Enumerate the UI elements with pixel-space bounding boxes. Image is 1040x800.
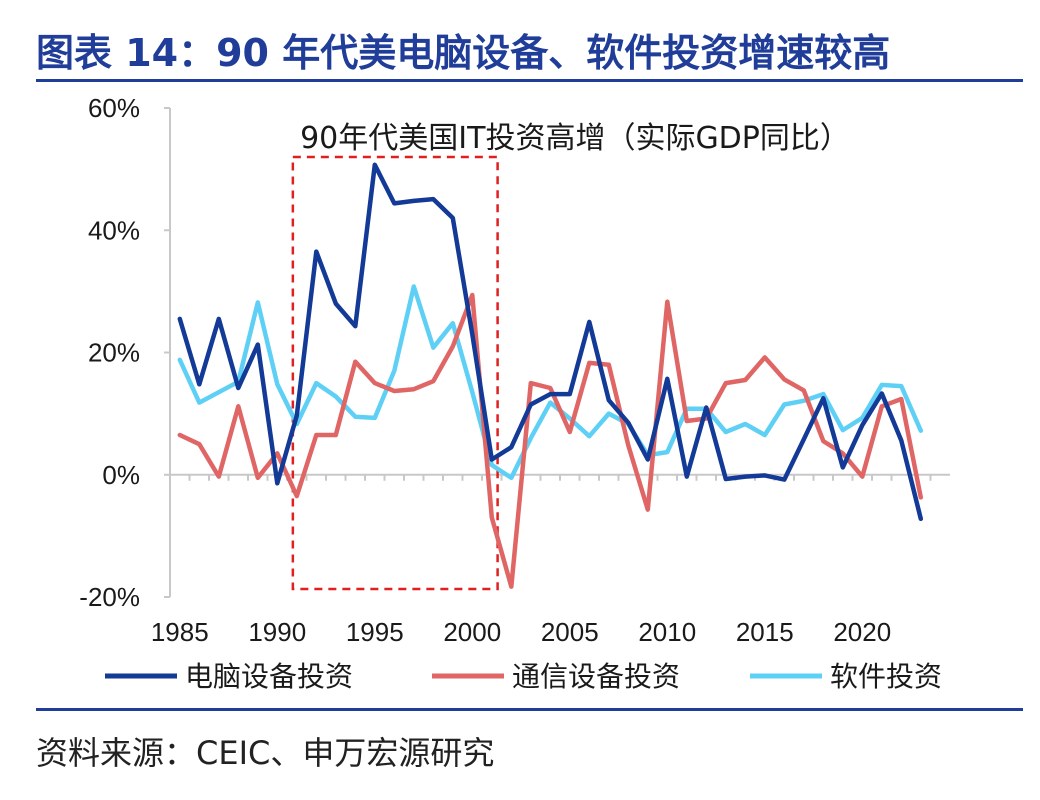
footer-rule: [36, 708, 1023, 711]
legend-label-software: 软件投资: [830, 660, 942, 693]
chart-figure-title: 图表 14：90 年代美电脑设备、软件投资增速较高: [36, 31, 891, 75]
x-tick-label: 1990: [248, 617, 306, 647]
x-tick-label: 2005: [541, 617, 599, 647]
x-tick-label: 2015: [736, 617, 794, 647]
highlight-box: [291, 155, 499, 591]
series-lines: [177, 162, 924, 589]
chart-annotation: 90年代美国IT投资高增（实际GDP同比）: [300, 121, 850, 156]
series-line-computer: [177, 162, 924, 522]
y-tick-label: 20%: [88, 338, 140, 368]
x-tick-label: 1995: [346, 617, 404, 647]
y-tick-label: 60%: [88, 93, 140, 123]
x-tick-label: 2020: [833, 617, 891, 647]
x-tick-label: 2000: [443, 617, 501, 647]
series-line-telecom: [177, 292, 924, 589]
source-note: 资料来源：CEIC、申万宏源研究: [36, 734, 495, 772]
x-tick-label: 1985: [151, 617, 209, 647]
highlight-group: [291, 155, 499, 591]
x-tick-label: 2010: [638, 617, 696, 647]
y-tick-label: 0%: [102, 460, 140, 490]
chart-legend: 电脑设备投资 通信设备投资 软件投资: [105, 660, 942, 693]
title-underline: [36, 79, 1023, 82]
chart-axes: -20% 0% 20% 40% 60% 1985 1990 1995 2000 2005 2010 2…: [79, 93, 950, 647]
legend-label-computer: 电脑设备投资: [185, 660, 353, 693]
y-tick-label: -20%: [79, 582, 140, 612]
series-line-software: [177, 284, 924, 481]
y-tick-label: 40%: [88, 215, 140, 245]
legend-label-telecom: 通信设备投资: [512, 660, 680, 693]
